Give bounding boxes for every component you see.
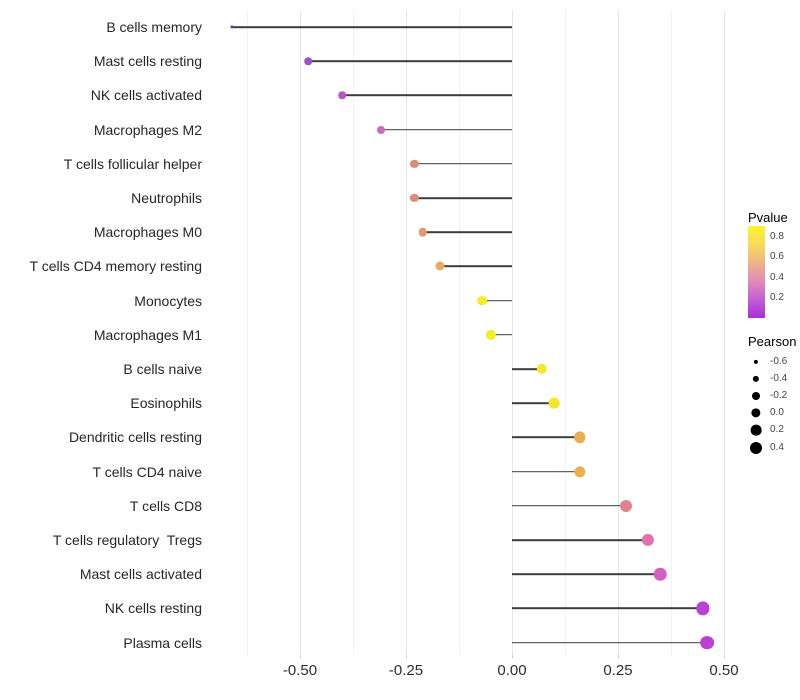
x-grid-minor bbox=[353, 10, 354, 655]
lollipop-stem bbox=[232, 26, 512, 28]
x-tick-mark bbox=[512, 655, 513, 658]
lollipop-stem bbox=[414, 162, 512, 165]
y-axis-label: Plasma cells bbox=[123, 634, 202, 651]
y-axis-label: Monocytes bbox=[134, 292, 202, 309]
lollipop-stem bbox=[422, 231, 512, 233]
lollipop-point bbox=[696, 601, 710, 616]
lollipop-point bbox=[700, 635, 714, 650]
pvalue-colorbar-tick-label: 0.8 bbox=[770, 231, 784, 243]
x-grid-minor bbox=[459, 10, 460, 655]
lollipop-point bbox=[410, 159, 419, 168]
x-tick-mark bbox=[724, 655, 725, 658]
lollipop-point bbox=[376, 125, 385, 134]
y-axis-label: Eosinophils bbox=[130, 395, 202, 412]
y-axis-label: T cells CD8 bbox=[129, 497, 202, 514]
pearson-size-dot bbox=[750, 441, 762, 454]
lollipop-point bbox=[230, 25, 234, 29]
lollipop-stem bbox=[482, 299, 512, 302]
y-axis-label: Neutrophils bbox=[131, 190, 202, 206]
lollipop-point bbox=[620, 499, 633, 512]
pvalue-legend-title: Pvalue bbox=[748, 210, 788, 225]
lollipop-stem bbox=[512, 470, 580, 473]
x-tick-mark bbox=[618, 655, 619, 658]
y-axis-label: T cells CD4 memory resting bbox=[29, 258, 202, 275]
lollipop-stem bbox=[512, 368, 542, 370]
lollipop-stem bbox=[512, 573, 661, 575]
lollipop-point bbox=[536, 363, 547, 375]
lollipop-point bbox=[477, 295, 488, 306]
lollipop-stem bbox=[512, 436, 580, 439]
y-axis-label: Macrophages M2 bbox=[93, 121, 202, 138]
lollipop-point bbox=[304, 57, 313, 65]
lollipop-stem bbox=[512, 607, 703, 610]
pearson-size-label: -0.4 bbox=[770, 372, 788, 384]
y-axis-label: Macrophages M1 bbox=[93, 326, 202, 343]
lollipop-point bbox=[435, 261, 445, 271]
lollipop-point bbox=[418, 227, 428, 237]
y-axis-label: NK cells resting bbox=[104, 600, 202, 617]
x-grid-major bbox=[300, 10, 301, 655]
x-tick-mark bbox=[406, 655, 407, 658]
pearson-size-dot bbox=[751, 408, 761, 418]
pearson-size-dot bbox=[752, 375, 760, 382]
pearson-size-dot bbox=[752, 391, 760, 400]
pearson-size-dot bbox=[753, 359, 759, 364]
x-tick-label: -0.25 bbox=[388, 662, 424, 679]
lollipop-stem bbox=[512, 504, 627, 507]
y-axis-label: Macrophages M0 bbox=[93, 224, 202, 241]
lollipop-stem bbox=[380, 128, 512, 131]
x-tick-label: 0.00 bbox=[497, 662, 527, 679]
x-tick-mark bbox=[300, 655, 301, 658]
pearson-size-dot bbox=[750, 424, 762, 436]
y-axis-label: T cells regulatory Tregs bbox=[52, 532, 202, 548]
x-grid-minor bbox=[565, 10, 566, 655]
x-grid-major bbox=[724, 10, 725, 655]
lollipop-point bbox=[485, 329, 496, 340]
x-tick-label: 0.50 bbox=[709, 662, 739, 679]
y-axis-label: B cells naive bbox=[123, 361, 202, 377]
x-tick-label: -0.50 bbox=[282, 662, 318, 679]
lollipop-stem bbox=[512, 641, 708, 644]
y-axis-label: NK cells activated bbox=[90, 87, 202, 104]
y-axis-label: Mast cells activated bbox=[79, 566, 202, 583]
y-axis-label: T cells follicular helper bbox=[63, 155, 202, 172]
pearson-size-label: 0.0 bbox=[770, 407, 784, 419]
x-grid-minor bbox=[671, 10, 672, 655]
lollipop-point bbox=[574, 465, 586, 478]
pearson-size-label: 0.2 bbox=[770, 424, 784, 436]
lollipop-stem bbox=[439, 265, 512, 268]
plot-panel bbox=[205, 10, 731, 655]
x-grid-major bbox=[618, 10, 619, 655]
pearson-size-label: 0.4 bbox=[770, 441, 784, 453]
pvalue-colorbar bbox=[748, 226, 765, 318]
lollipop-point bbox=[410, 193, 419, 203]
y-axis-label: Dendritic cells resting bbox=[68, 429, 202, 446]
x-tick-label: 0.25 bbox=[603, 662, 633, 679]
lollipop-point bbox=[574, 431, 586, 444]
lollipop-point bbox=[549, 397, 560, 409]
lollipop-point bbox=[641, 533, 654, 547]
y-axis-label: B cells memory bbox=[106, 19, 202, 35]
lollipop-point bbox=[654, 567, 667, 581]
lollipop-stem bbox=[512, 539, 648, 541]
pvalue-colorbar-tick-label: 0.6 bbox=[770, 251, 784, 263]
pvalue-colorbar-tick-label: 0.4 bbox=[770, 271, 784, 283]
lollipop-stem bbox=[342, 94, 512, 97]
x-grid-major bbox=[512, 10, 513, 655]
pvalue-colorbar-tick-label: 0.2 bbox=[770, 291, 784, 303]
lollipop-point bbox=[338, 91, 347, 100]
pearson-legend-title: Pearson bbox=[748, 334, 797, 349]
lollipop-stem bbox=[490, 333, 512, 336]
y-axis-label: Mast cells resting bbox=[93, 53, 202, 70]
lollipop-stem bbox=[414, 197, 512, 199]
pearson-size-label: -0.6 bbox=[770, 355, 788, 367]
pearson-size-label: -0.2 bbox=[770, 389, 788, 401]
x-grid-major bbox=[406, 10, 407, 655]
y-axis-label: T cells CD4 naive bbox=[92, 463, 202, 480]
x-grid-minor bbox=[247, 10, 248, 655]
lollipop-stem bbox=[512, 402, 555, 404]
lollipop-stem bbox=[308, 60, 512, 62]
